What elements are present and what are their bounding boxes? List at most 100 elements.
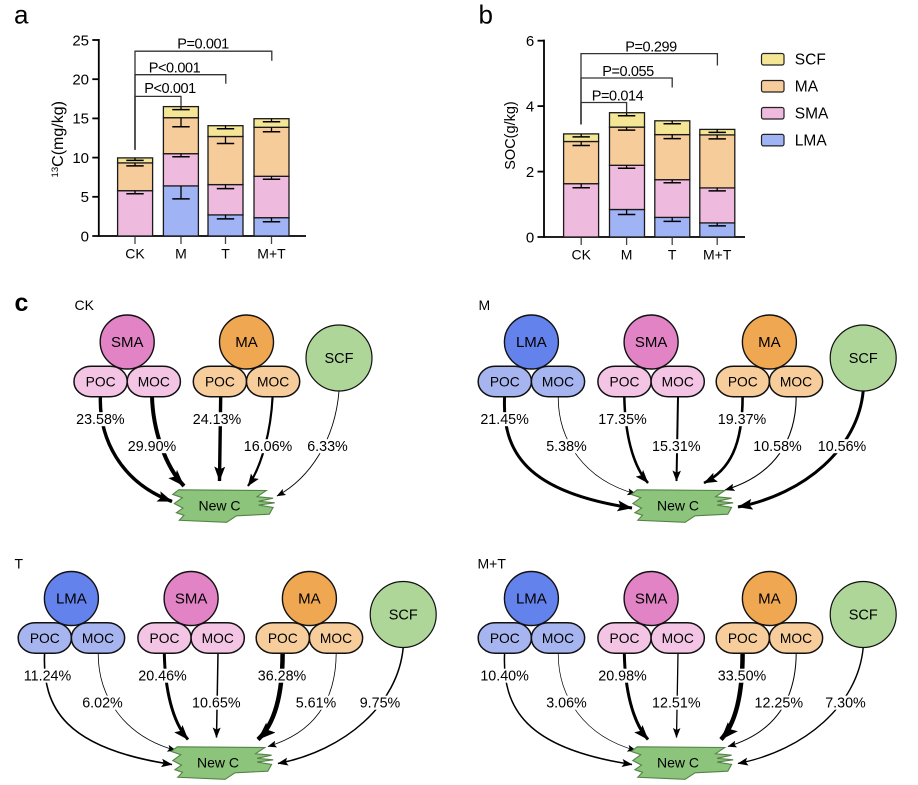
svg-text:POC: POC — [728, 374, 758, 389]
svg-text:15: 15 — [72, 111, 89, 128]
svg-text:CK: CK — [125, 246, 145, 262]
svg-text:4: 4 — [526, 98, 534, 115]
svg-text:POC: POC — [728, 631, 758, 646]
svg-text:MA: MA — [235, 334, 258, 351]
svg-text:SCF: SCF — [849, 608, 878, 624]
svg-text:CK: CK — [571, 247, 591, 263]
svg-text:MA: MA — [758, 591, 781, 608]
svg-text:15.31%: 15.31% — [652, 439, 701, 455]
svg-text:MOC: MOC — [320, 631, 352, 646]
svg-text:POC: POC — [610, 374, 640, 389]
svg-text:P<0.001: P<0.001 — [144, 81, 196, 97]
svg-text:SOC(g/kg): SOC(g/kg) — [503, 101, 519, 170]
svg-text:20.98%: 20.98% — [598, 669, 647, 685]
svg-text:23.58%: 23.58% — [76, 412, 125, 428]
svg-text:P=0.014: P=0.014 — [592, 89, 644, 105]
svg-text:5.38%: 5.38% — [546, 439, 587, 455]
svg-text:3.06%: 3.06% — [546, 696, 587, 712]
svg-text:SMA: SMA — [795, 106, 829, 123]
svg-text:24.13%: 24.13% — [193, 412, 242, 428]
svg-text:New C: New C — [197, 755, 239, 771]
svg-text:M+T: M+T — [703, 247, 732, 263]
svg-text:MOC: MOC — [82, 631, 114, 646]
svg-text:T: T — [221, 246, 230, 262]
svg-text:SCF: SCF — [325, 351, 354, 367]
svg-text:P=0.001: P=0.001 — [177, 36, 229, 52]
svg-text:6: 6 — [526, 33, 534, 50]
svg-text:POC: POC — [205, 374, 235, 389]
svg-text:SCF: SCF — [849, 351, 878, 367]
svg-text:POC: POC — [490, 374, 520, 389]
svg-text:12.25%: 12.25% — [755, 696, 804, 712]
svg-text:POC: POC — [30, 631, 60, 646]
svg-text:9.75%: 9.75% — [360, 696, 401, 712]
svg-text:33.50%: 33.50% — [718, 669, 767, 685]
svg-text:6.33%: 6.33% — [307, 439, 348, 455]
svg-text:c: c — [15, 289, 29, 317]
svg-text:12.51%: 12.51% — [652, 696, 701, 712]
svg-text:POC: POC — [490, 631, 520, 646]
svg-text:T: T — [15, 556, 24, 572]
svg-text:10.40%: 10.40% — [480, 669, 529, 685]
svg-text:MOC: MOC — [257, 374, 289, 389]
svg-text:SMA: SMA — [635, 591, 668, 608]
svg-text:T: T — [668, 247, 677, 263]
svg-text:SCF: SCF — [795, 52, 826, 69]
svg-text:10.65%: 10.65% — [192, 696, 241, 712]
svg-text:MOC: MOC — [202, 631, 234, 646]
svg-text:P<0.001: P<0.001 — [149, 60, 201, 76]
svg-text:SMA: SMA — [635, 334, 668, 351]
svg-text:P=0.299: P=0.299 — [625, 40, 677, 56]
svg-text:M+T: M+T — [478, 556, 507, 572]
svg-text:19.37%: 19.37% — [718, 412, 767, 428]
svg-text:M+T: M+T — [257, 246, 286, 262]
svg-text:POC: POC — [610, 631, 640, 646]
svg-text:20.46%: 20.46% — [138, 669, 187, 685]
svg-text:7.30%: 7.30% — [825, 696, 866, 712]
svg-text:New C: New C — [657, 498, 699, 514]
svg-text:LMA: LMA — [516, 334, 547, 351]
svg-text:MOC: MOC — [780, 631, 812, 646]
svg-text:16.06%: 16.06% — [244, 439, 293, 455]
svg-text:POC: POC — [268, 631, 298, 646]
svg-text:10.58%: 10.58% — [753, 439, 802, 455]
svg-text:b: b — [479, 0, 493, 30]
svg-text:MOC: MOC — [542, 631, 574, 646]
svg-text:MA: MA — [758, 334, 781, 351]
svg-text:MA: MA — [795, 79, 819, 96]
svg-text:POC: POC — [86, 374, 116, 389]
svg-text:0: 0 — [81, 228, 89, 245]
svg-text:M: M — [479, 297, 491, 313]
svg-text:20: 20 — [72, 72, 89, 89]
svg-text:MA: MA — [298, 591, 321, 608]
svg-text:M: M — [621, 247, 633, 263]
svg-text:25: 25 — [72, 32, 89, 49]
svg-text:MOC: MOC — [780, 374, 812, 389]
svg-text:New C: New C — [657, 755, 699, 771]
svg-text:SMA: SMA — [111, 334, 144, 351]
svg-text:5: 5 — [81, 189, 89, 206]
svg-text:LMA: LMA — [795, 133, 828, 150]
svg-text:10: 10 — [72, 150, 89, 167]
svg-text:MOC: MOC — [662, 374, 694, 389]
svg-text:29.90%: 29.90% — [128, 439, 177, 455]
svg-text:0: 0 — [526, 229, 534, 246]
svg-text:LMA: LMA — [56, 591, 87, 608]
svg-text:5.61%: 5.61% — [296, 696, 337, 712]
svg-text:10.56%: 10.56% — [818, 439, 867, 455]
svg-text:New C: New C — [198, 498, 240, 514]
svg-text:13C(mg/kg): 13C(mg/kg) — [50, 101, 67, 177]
svg-text:CK: CK — [75, 297, 95, 313]
svg-text:LMA: LMA — [516, 591, 547, 608]
svg-text:17.35%: 17.35% — [598, 412, 647, 428]
svg-text:POC: POC — [150, 631, 180, 646]
svg-text:2: 2 — [526, 164, 534, 181]
svg-text:M: M — [175, 246, 187, 262]
svg-text:36.28%: 36.28% — [258, 669, 307, 685]
svg-text:P=0.055: P=0.055 — [602, 64, 654, 80]
svg-text:a: a — [14, 0, 29, 30]
svg-text:MOC: MOC — [542, 374, 574, 389]
svg-text:SCF: SCF — [389, 608, 418, 624]
svg-text:21.45%: 21.45% — [480, 412, 529, 428]
svg-text:SMA: SMA — [175, 591, 208, 608]
